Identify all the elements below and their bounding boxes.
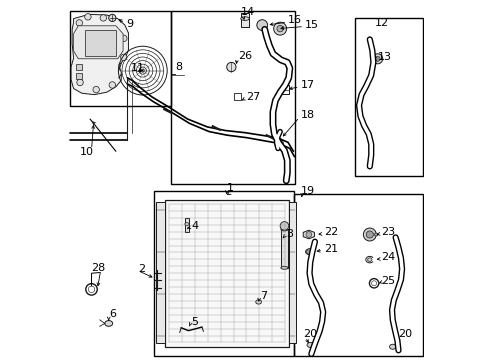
Circle shape [364, 228, 376, 241]
Circle shape [77, 79, 83, 86]
Text: 20: 20 [303, 329, 317, 339]
Circle shape [85, 14, 91, 20]
Circle shape [307, 249, 313, 255]
Text: 19: 19 [300, 186, 315, 196]
Circle shape [275, 139, 283, 148]
Bar [234, 93, 242, 100]
Ellipse shape [281, 228, 288, 231]
Circle shape [227, 62, 236, 72]
Circle shape [121, 35, 127, 41]
Bar [281, 229, 288, 268]
Ellipse shape [256, 300, 262, 304]
Circle shape [306, 231, 312, 237]
Circle shape [121, 54, 127, 60]
Text: 26: 26 [238, 51, 252, 61]
Text: 23: 23 [381, 228, 395, 237]
Circle shape [277, 26, 283, 32]
Bar [166, 200, 289, 347]
Circle shape [257, 20, 268, 31]
Text: 22: 22 [324, 228, 338, 237]
Circle shape [109, 14, 116, 22]
Polygon shape [71, 14, 128, 95]
Text: 12: 12 [375, 18, 389, 28]
Text: 15: 15 [305, 20, 319, 30]
Circle shape [280, 222, 289, 230]
Text: 13: 13 [378, 52, 392, 62]
Ellipse shape [390, 344, 396, 349]
Polygon shape [303, 230, 315, 239]
Text: 14: 14 [241, 7, 255, 17]
Text: 17: 17 [300, 80, 315, 90]
Ellipse shape [105, 320, 113, 326]
Ellipse shape [241, 17, 249, 21]
Circle shape [109, 82, 116, 88]
Circle shape [366, 231, 373, 238]
Ellipse shape [368, 258, 372, 261]
Text: 21: 21 [324, 244, 338, 254]
Bar [282, 85, 290, 94]
Ellipse shape [185, 223, 189, 226]
Circle shape [76, 20, 82, 26]
Text: 5: 5 [191, 317, 198, 327]
Ellipse shape [306, 249, 314, 255]
Text: 2: 2 [138, 264, 145, 274]
Text: 4: 4 [191, 221, 198, 231]
Bar [76, 64, 82, 70]
Text: 16: 16 [288, 15, 302, 26]
Text: 10: 10 [80, 147, 94, 157]
Text: 7: 7 [260, 291, 267, 301]
Bar [85, 31, 116, 56]
Ellipse shape [374, 233, 378, 236]
Bar [76, 73, 82, 79]
Ellipse shape [307, 342, 314, 347]
Circle shape [274, 22, 287, 35]
Bar [241, 13, 249, 27]
Text: 3: 3 [286, 229, 293, 239]
Text: 9: 9 [126, 19, 133, 29]
Text: 8: 8 [175, 62, 182, 72]
Text: 20: 20 [398, 329, 413, 339]
Text: 6: 6 [109, 310, 117, 319]
Bar [185, 219, 189, 232]
Circle shape [93, 86, 99, 93]
Bar [156, 202, 166, 343]
Circle shape [100, 15, 107, 21]
Circle shape [375, 56, 380, 61]
Text: 25: 25 [381, 276, 395, 286]
Text: 1: 1 [227, 183, 234, 193]
Text: 18: 18 [300, 111, 315, 121]
Text: 28: 28 [92, 263, 106, 273]
Polygon shape [74, 26, 123, 59]
Bar [289, 202, 296, 343]
Circle shape [373, 54, 383, 64]
Text: 27: 27 [246, 92, 261, 102]
Text: 24: 24 [381, 252, 395, 262]
Ellipse shape [281, 266, 288, 269]
Text: 11: 11 [130, 63, 145, 73]
